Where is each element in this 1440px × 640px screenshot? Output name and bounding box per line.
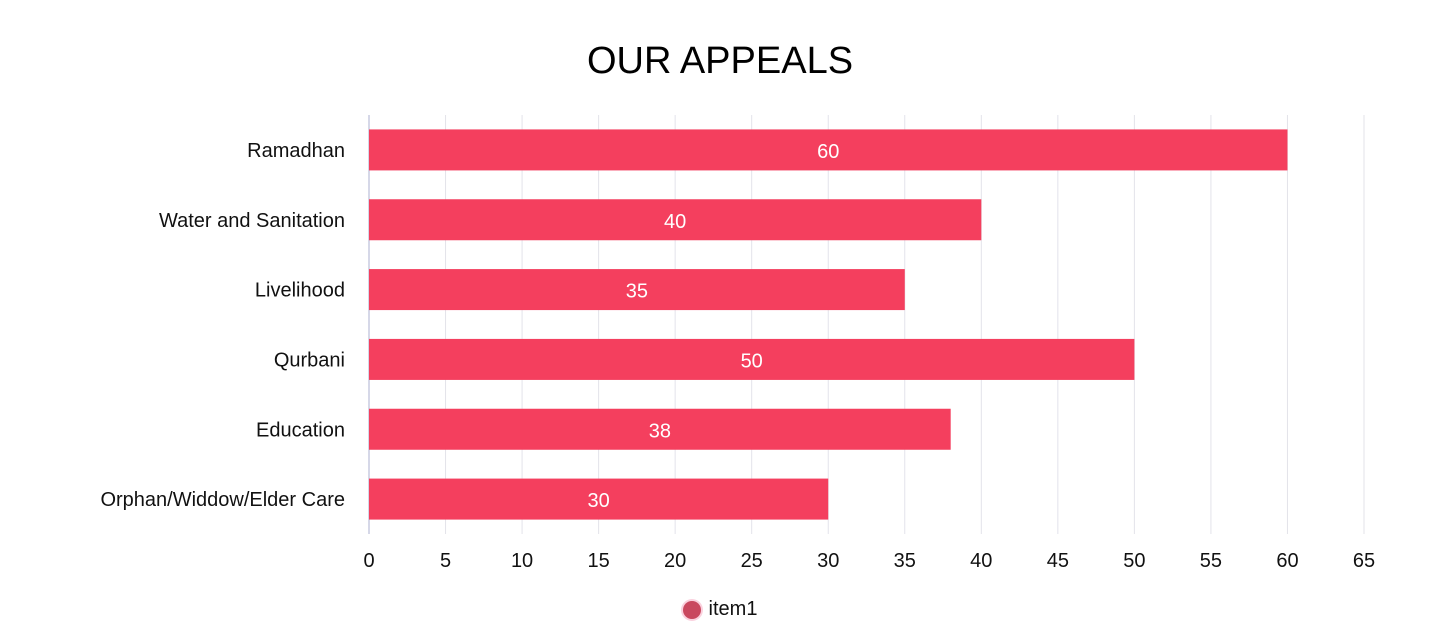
category-label: Qurbani bbox=[274, 349, 345, 371]
bar bbox=[369, 408, 951, 450]
x-tick-label: 25 bbox=[741, 550, 763, 572]
category-label: Water and Sanitation bbox=[159, 210, 345, 232]
category-label: Livelihood bbox=[255, 280, 345, 302]
x-tick-label: 55 bbox=[1200, 550, 1222, 572]
bar bbox=[369, 129, 1288, 171]
x-tick-label: 60 bbox=[1276, 550, 1298, 572]
category-label: Orphan/Widdow/Elder Care bbox=[100, 489, 345, 511]
category-label: Ramadhan bbox=[247, 140, 345, 162]
data-label: 60 bbox=[817, 141, 839, 163]
bar bbox=[369, 199, 982, 241]
category-label: Education bbox=[256, 419, 345, 441]
x-tick-label: 30 bbox=[817, 550, 839, 572]
legend-swatch bbox=[682, 600, 701, 619]
x-tick-label: 50 bbox=[1123, 550, 1145, 572]
data-label: 38 bbox=[649, 420, 671, 442]
legend[interactable]: item1 bbox=[0, 598, 1440, 621]
x-tick-label: 40 bbox=[970, 550, 992, 572]
x-tick-label: 35 bbox=[894, 550, 916, 572]
data-label: 30 bbox=[587, 490, 609, 512]
x-tick-label: 10 bbox=[511, 550, 533, 572]
data-label: 35 bbox=[626, 281, 648, 303]
bar bbox=[369, 269, 905, 311]
x-tick-label: 5 bbox=[440, 550, 451, 572]
data-label: 40 bbox=[664, 211, 686, 233]
bar bbox=[369, 478, 829, 520]
x-tick-label: 15 bbox=[587, 550, 609, 572]
x-tick-label: 45 bbox=[1047, 550, 1069, 572]
bar bbox=[369, 338, 1135, 380]
legend-label: item1 bbox=[708, 598, 758, 620]
data-label: 50 bbox=[741, 350, 763, 372]
chart-title: OUR APPEALS bbox=[586, 40, 854, 82]
x-tick-label: 0 bbox=[363, 550, 374, 572]
x-tick-label: 65 bbox=[1353, 550, 1375, 572]
x-tick-label: 20 bbox=[664, 550, 686, 572]
